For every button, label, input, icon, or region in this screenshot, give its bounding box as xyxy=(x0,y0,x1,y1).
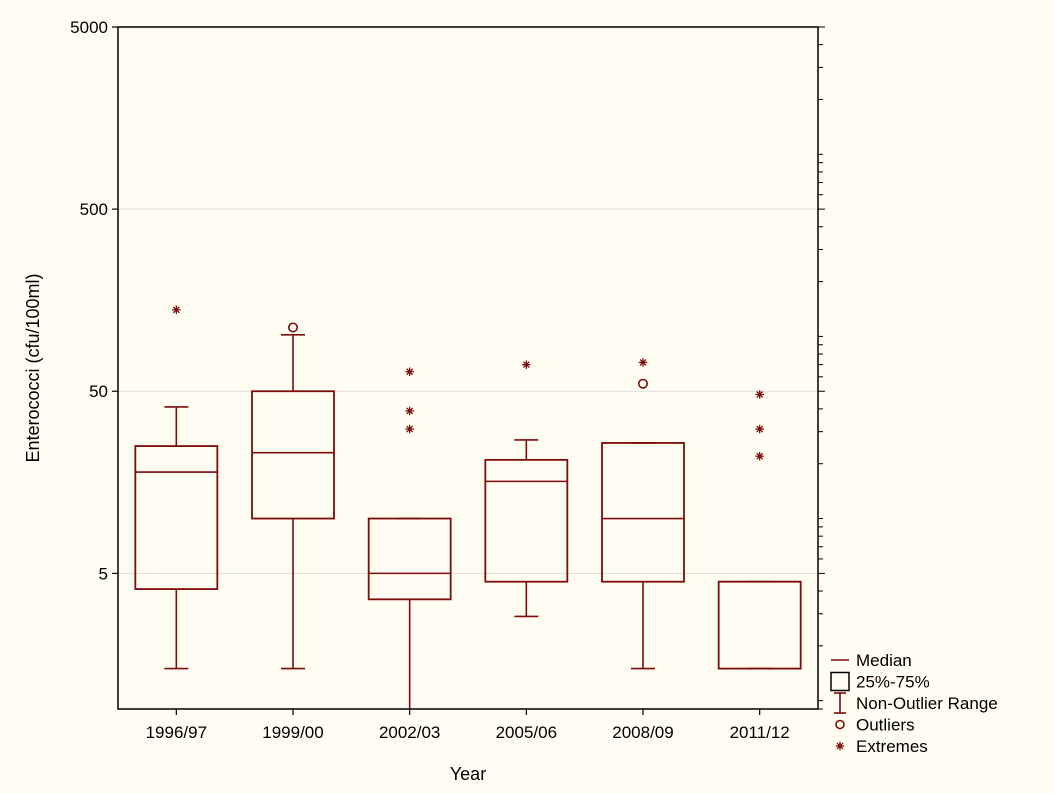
x-tick-label: 1996/97 xyxy=(146,723,207,742)
box-iqr xyxy=(717,580,802,670)
legend: Median 25%-75% Non-Outlier Range Outliers Ex… xyxy=(830,651,998,756)
outlier-marker xyxy=(637,378,648,389)
extreme-marker xyxy=(405,424,414,434)
extreme-marker xyxy=(638,358,648,367)
legend-label: Outliers xyxy=(856,716,915,735)
y-axis-title: Enterococci (cfu/100ml) xyxy=(23,273,43,462)
extreme-marker xyxy=(172,305,181,315)
legend-label: Extremes xyxy=(856,737,928,756)
outlier-marker xyxy=(287,322,298,333)
extreme-marker xyxy=(755,424,764,434)
extreme-marker xyxy=(522,360,531,369)
plot-frame xyxy=(117,26,819,710)
legend-extreme-symbol xyxy=(835,741,845,751)
y-tick-label: 500 xyxy=(80,200,108,219)
legend-outlier-symbol xyxy=(835,719,845,730)
extreme-marker xyxy=(755,390,764,399)
box-iqr xyxy=(367,517,452,601)
extreme-marker xyxy=(755,451,764,461)
box-2002-03 xyxy=(367,367,452,709)
y-tick-label: 50 xyxy=(89,382,108,401)
box-2005-06 xyxy=(484,360,569,618)
box-1999-00 xyxy=(251,322,335,670)
x-tick-label: 1999/00 xyxy=(262,723,323,742)
y-tick-label: 5 xyxy=(99,564,108,583)
x-tick-label: 2008/09 xyxy=(612,723,673,742)
extreme-marker xyxy=(405,406,414,416)
box-iqr xyxy=(251,390,335,520)
box-1996-97 xyxy=(134,305,219,670)
legend-label: Non-Outlier Range xyxy=(856,694,998,713)
box-iqr xyxy=(484,458,569,583)
legend-box-symbol xyxy=(830,671,850,692)
legend-label: 25%-75% xyxy=(856,673,930,692)
box-2008-09 xyxy=(601,358,685,670)
legend-label: Median xyxy=(856,651,912,670)
box-2011-12 xyxy=(717,390,802,670)
box-iqr xyxy=(134,445,219,590)
x-tick-label: 2002/03 xyxy=(379,723,440,742)
x-tick-label: 2005/06 xyxy=(496,723,557,742)
y-tick-label: 5000 xyxy=(70,18,108,37)
x-axis-title: Year xyxy=(450,764,486,784)
box-iqr xyxy=(601,442,685,583)
x-tick-label: 2011/12 xyxy=(730,723,790,742)
extreme-marker xyxy=(405,367,414,376)
